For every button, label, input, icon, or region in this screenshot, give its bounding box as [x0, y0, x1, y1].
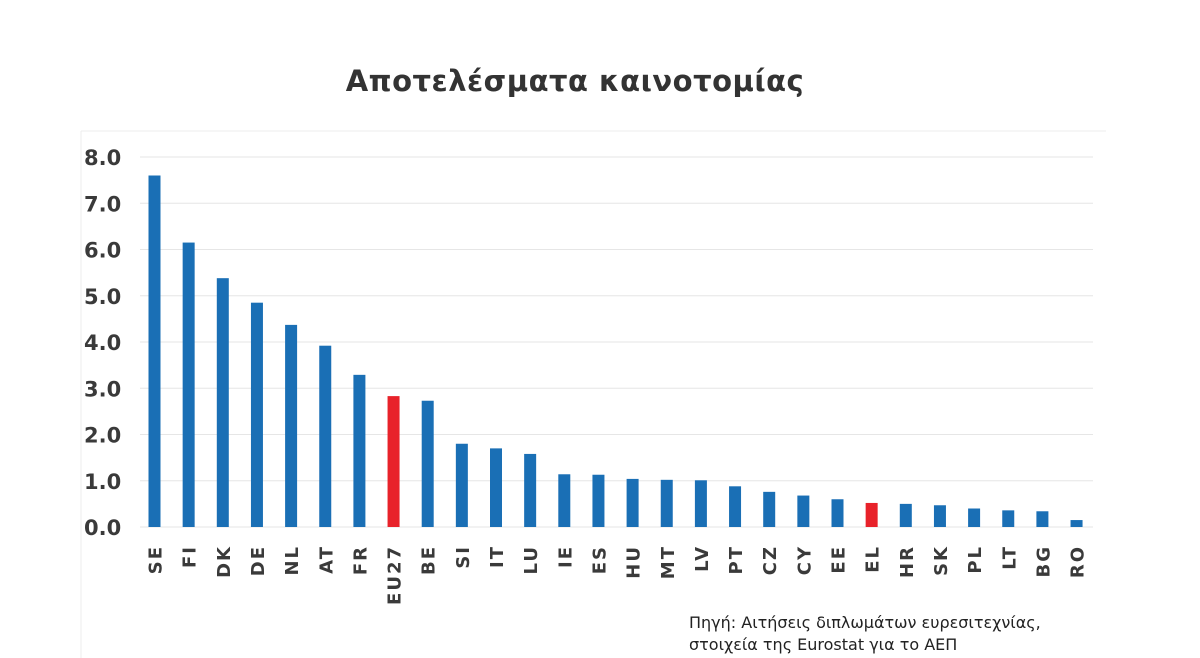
y-tick-label: 1.0	[84, 470, 121, 494]
x-tick-label: DE	[248, 545, 269, 576]
x-tick-label: SE	[146, 545, 167, 574]
y-tick-label: 4.0	[84, 331, 121, 355]
bar-eu27	[387, 396, 400, 527]
x-tick-label: EL	[863, 545, 884, 573]
bar-es	[592, 474, 605, 527]
x-tick-label: IT	[487, 545, 508, 568]
bar-dk	[216, 278, 229, 527]
bar-fi	[182, 242, 195, 527]
x-tick-label: EE	[829, 545, 850, 574]
bar-ie	[558, 474, 571, 527]
bar-fr	[353, 374, 366, 527]
y-tick-label: 3.0	[84, 377, 121, 401]
source-line-2: στοιχεία της Eurostat για το ΑΕΠ	[689, 635, 958, 654]
x-tick-label: HU	[624, 545, 645, 579]
x-tick-label: MT	[658, 545, 679, 579]
x-tick-label: FR	[350, 545, 371, 575]
source-line-1: Πηγή: Αιτήσεις διπλωμάτων ευρεσιτεχνίας,	[689, 613, 1041, 632]
bar-mt	[660, 479, 673, 527]
bar-it	[490, 448, 502, 527]
x-tick-label: NL	[282, 545, 303, 576]
bar-el	[865, 502, 878, 527]
x-tick-label: AT	[316, 545, 337, 574]
plot-frame	[80, 130, 1106, 658]
bar-hr	[899, 503, 912, 527]
bar-de	[250, 302, 263, 527]
x-tick-label: FI	[180, 545, 201, 568]
bar-be	[421, 400, 434, 527]
x-tick-label: RO	[1068, 545, 1089, 578]
x-tick-label: CZ	[760, 545, 781, 575]
chart-title: Αποτελέσματα καινοτομίας	[345, 64, 805, 98]
y-tick-label: 5.0	[84, 285, 121, 309]
x-tick-label: BG	[1033, 545, 1054, 578]
x-tick-label: LT	[999, 545, 1020, 570]
grid-lines	[140, 156, 1093, 528]
y-tick-label: 0.0	[84, 516, 121, 540]
y-tick-label: 7.0	[84, 192, 121, 216]
y-axis-ticks: 0.0 1.0 2.0 3.0 4.0 5.0 6.0 7.0 8.0	[84, 146, 121, 540]
x-tick-label: BE	[419, 545, 440, 575]
bar-se	[148, 175, 161, 527]
y-tick-label: 2.0	[84, 424, 121, 448]
x-tick-label: LU	[521, 545, 542, 574]
bar-nl	[285, 324, 298, 527]
bar-lv	[694, 480, 707, 527]
x-tick-label: LV	[692, 545, 713, 572]
x-tick-label: SK	[931, 545, 952, 576]
bar-pl	[968, 508, 981, 527]
bar-hu	[626, 478, 639, 527]
bar-lt	[1002, 510, 1015, 527]
bar-ee	[831, 499, 844, 527]
bar-sk	[933, 505, 946, 527]
bar-cz	[763, 491, 776, 527]
x-tick-label: HR	[897, 545, 918, 578]
x-tick-label: CY	[794, 545, 815, 575]
y-tick-label: 6.0	[84, 239, 121, 263]
bar-pt	[729, 486, 742, 527]
bar-cy	[797, 495, 810, 527]
bars	[148, 175, 1083, 527]
y-tick-label: 8.0	[84, 146, 121, 170]
x-tick-label: ES	[589, 545, 610, 574]
x-tick-label: SI	[453, 545, 474, 569]
bar-ro	[1070, 520, 1083, 527]
x-tick-label: IE	[555, 545, 576, 568]
bar-si	[455, 443, 468, 527]
x-tick-label: EU27	[385, 545, 406, 605]
source-note: Πηγή: Αιτήσεις διπλωμάτων ευρεσιτεχνίας,…	[689, 612, 1041, 656]
x-tick-label: DK	[214, 545, 235, 578]
x-tick-label: PL	[965, 545, 986, 574]
bar-bg	[1036, 511, 1049, 527]
x-tick-label: PT	[726, 545, 747, 574]
bar-at	[319, 345, 332, 527]
x-axis-ticks: SE FI DK DE NL AT FR EU27 BE SI IT LU IE ES HU MT LV PT CZ…	[146, 545, 1089, 605]
bar-lu	[524, 453, 537, 527]
